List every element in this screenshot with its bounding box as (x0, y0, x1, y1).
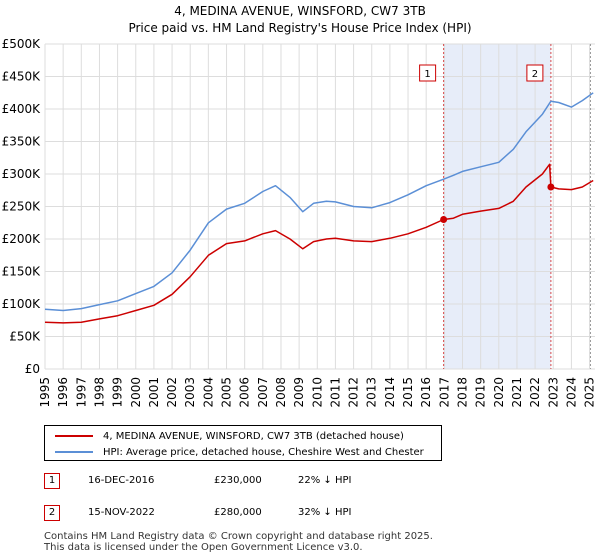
x-tick-label: 2020 (492, 377, 506, 408)
x-tick-label: 2000 (129, 377, 143, 408)
chart-legend: 4, MEDINA AVENUE, WINSFORD, CW7 3TB (det… (44, 425, 442, 461)
legend-label-property: 4, MEDINA AVENUE, WINSFORD, CW7 3TB (det… (103, 430, 404, 442)
legend-swatch-property (55, 435, 93, 437)
x-tick-label: 2013 (365, 377, 379, 408)
legend-item-hpi: HPI: Average price, detached house, Ches… (45, 444, 424, 460)
x-tick-label: 2004 (201, 377, 215, 408)
sale-marker-2: 2 (44, 505, 60, 521)
sale-price-1: £230,000 (214, 475, 262, 486)
x-tick-label: 2025 (583, 377, 597, 408)
x-tick-label: 2012 (347, 377, 361, 408)
x-tick-label: 2007 (256, 377, 270, 408)
chart-title-line1: 4, MEDINA AVENUE, WINSFORD, CW7 3TB (174, 4, 426, 18)
footer: Contains HM Land Registry data © Crown c… (44, 531, 433, 553)
x-tick-label: 2005 (220, 377, 234, 408)
sale-hpi-2: 32% ↓ HPI (298, 507, 352, 518)
y-tick-label: £300K (2, 167, 42, 181)
chart-title-line2: Price paid vs. HM Land Registry's House … (128, 21, 472, 35)
legend-item-property: 4, MEDINA AVENUE, WINSFORD, CW7 3TB (det… (45, 428, 404, 444)
y-tick-label: £150K (2, 265, 42, 279)
x-tick-label: 1999 (111, 377, 125, 408)
y-tick-label: £450K (2, 70, 42, 84)
y-tick-label: £400K (2, 102, 42, 116)
price-chart: 1 2 £0 £50K £100K £150K £200K £250K £300K £350K £… (2, 37, 597, 408)
sale-price-2: £280,000 (214, 507, 262, 518)
x-tick-label: 1997 (74, 377, 88, 408)
y-tick-label: £200K (2, 232, 42, 246)
x-tick-label: 2006 (238, 377, 252, 408)
x-tick-label: 2011 (328, 377, 342, 408)
x-tick-label: 2010 (310, 377, 324, 408)
x-tick-label: 2018 (455, 377, 469, 408)
y-tick-label: £50K (9, 330, 41, 344)
x-tick-label: 2009 (292, 377, 306, 408)
x-tick-label: 2008 (274, 377, 288, 408)
sale-date-1: 16-DEC-2016 (88, 475, 155, 486)
sale-box-1 (419, 64, 437, 82)
y-tick-label: £0 (25, 362, 40, 376)
legend-label-hpi: HPI: Average price, detached house, Ches… (103, 446, 424, 458)
sale-point-1 (440, 216, 448, 223)
x-tick-label: 2016 (419, 377, 433, 408)
x-tick-label: 1996 (56, 377, 70, 408)
x-tick-label: 2019 (474, 377, 488, 408)
y-tick-label: £350K (2, 135, 42, 149)
x-tick-label: 2015 (401, 377, 415, 408)
sale-marker-1: 1 (44, 473, 60, 489)
y-tick-label: £500K (2, 37, 42, 51)
series-line-hpi (44, 92, 594, 312)
x-tick-label: 2021 (510, 377, 524, 408)
y-tick-label: £100K (2, 297, 42, 311)
sale-point-2 (547, 183, 555, 191)
sale-hpi-1: 22% ↓ HPI (298, 475, 352, 486)
x-tick-label: 2003 (183, 377, 197, 408)
sale-date-2: 15-NOV-2022 (88, 507, 155, 518)
sale-box-label-1: 1 (424, 69, 430, 80)
x-tick-label: 2002 (165, 377, 179, 408)
x-tick-label: 2014 (383, 377, 397, 408)
footer-licence: This data is licensed under the Open Gov… (44, 542, 363, 553)
series-line-property (44, 163, 594, 324)
x-tick-label: 1995 (38, 377, 52, 408)
x-tick-label: 2023 (546, 377, 560, 408)
y-tick-label: £250K (2, 200, 42, 214)
footer-copyright: Contains HM Land Registry data © Crown c… (44, 531, 433, 542)
sale-box-label-2: 2 (532, 69, 538, 80)
legend-swatch-hpi (55, 451, 93, 453)
chart-title: 4, MEDINA AVENUE, WINSFORD, CW7 3TB Pric… (0, 3, 600, 37)
x-tick-label: 2024 (564, 377, 578, 408)
x-tick-label: 1998 (92, 377, 106, 408)
x-tick-label: 2017 (437, 377, 451, 408)
x-tick-label: 2022 (528, 377, 542, 408)
sale-box-2 (526, 64, 544, 82)
x-tick-label: 2001 (147, 377, 161, 408)
